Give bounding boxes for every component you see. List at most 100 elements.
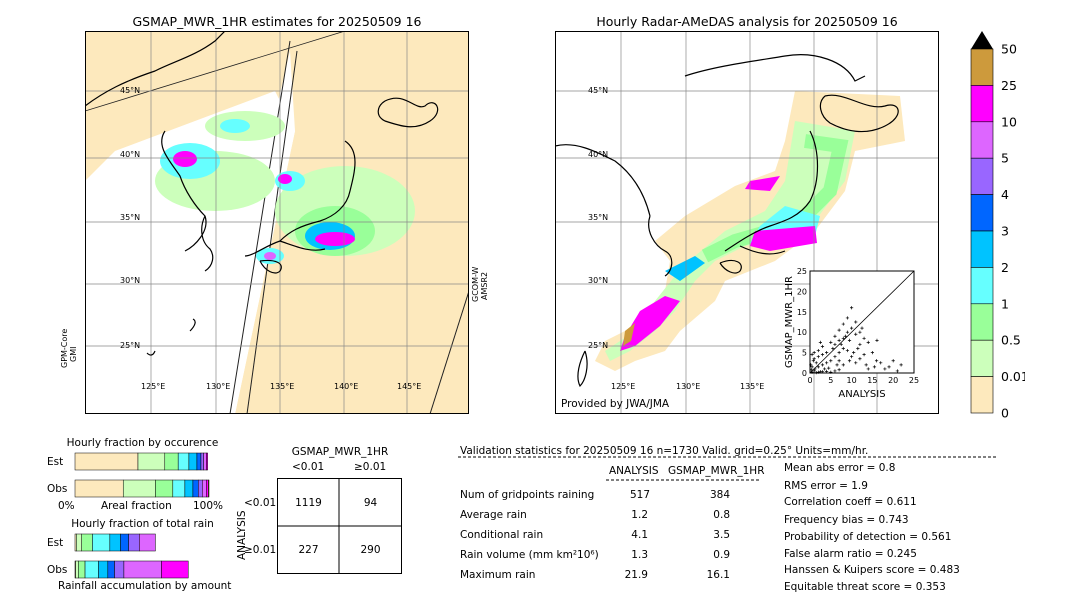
- right-lat-label-35: 35°N: [588, 213, 608, 222]
- scatter-point: [870, 351, 874, 355]
- scatter-point: [833, 342, 837, 347]
- scatter-point: [811, 359, 815, 363]
- colorbar-swatch: [970, 48, 994, 86]
- scatter-point: [810, 353, 814, 357]
- colorbar-swatch: [970, 121, 994, 159]
- right-map: 45°N 40°N 35°N 30°N 25°N 125°E 130°E 135…: [555, 31, 939, 414]
- stat-analysis-volume: 1.3: [631, 549, 648, 561]
- totalrain-bar-segment: [161, 560, 189, 579]
- scatter-point: [825, 351, 829, 355]
- contingency-cell-0-0: 1119: [295, 497, 322, 509]
- totalrain-est-label: Est: [47, 537, 64, 549]
- validation-col-gsmap: GSMAP_MWR_1HR: [668, 465, 765, 477]
- scatter-point: [866, 340, 870, 344]
- occurrence-bar-segment: [196, 452, 202, 471]
- scatter-point: [879, 361, 883, 365]
- left-lon-label-125: 125°E: [141, 382, 165, 391]
- contingency-row-label-0: <0.01: [244, 497, 277, 509]
- occurrence-bar-segment: [188, 452, 198, 471]
- right-map-title: Hourly Radar-AMeDAS analysis for 2025050…: [596, 14, 898, 29]
- colorbar-swatch: [970, 267, 994, 305]
- stat-label-volume: Rain volume (mm km²10⁶): [460, 549, 599, 561]
- scatter-point: [837, 338, 841, 342]
- colorbar-swatch: [970, 194, 994, 232]
- contingency-col-label-0: <0.01: [292, 461, 325, 473]
- scatter-point: [813, 367, 817, 371]
- totalrain-bar-segment: [78, 560, 86, 579]
- stat-analysis-conditional: 4.1: [631, 529, 648, 541]
- score-mae: Mean abs error = 0.8: [784, 462, 896, 474]
- totalrain-bar-segment: [114, 560, 125, 579]
- validation-divider: [458, 456, 996, 458]
- occurrence-bar-segment: [202, 479, 207, 498]
- colorbar-swatch: [970, 303, 994, 341]
- totalrain-bar-segment: [76, 533, 82, 552]
- scatter-point: [816, 370, 820, 374]
- stat-gsmap-average: 0.8: [713, 509, 730, 521]
- scatter-point: [814, 361, 818, 365]
- left-lat-label-25: 25°N: [120, 341, 140, 350]
- scatter-ytick: 0: [802, 369, 807, 378]
- scatter-point: [852, 351, 856, 355]
- score-correlation: Correlation coeff = 0.611: [784, 496, 917, 508]
- scatter-point: [839, 342, 843, 347]
- scatter-point: [858, 342, 862, 347]
- occurrence-bar-segment: [206, 452, 208, 471]
- scatter-points: [809, 306, 903, 375]
- left-graticule: [85, 31, 469, 414]
- scatter-point: [850, 355, 854, 359]
- occurrence-bar-segment: [172, 479, 186, 498]
- scatter-ytick: 5: [802, 349, 807, 358]
- stat-label-conditional: Conditional rain: [460, 529, 544, 541]
- scatter-inset: 0 5 10 15 20 25 0 5 10 15 20 25 ANALYSIS GSMAP_MWR…: [784, 267, 919, 400]
- left-coastlines: [85, 31, 439, 356]
- occurrence-bar-segment: [74, 452, 139, 471]
- scatter-point: [850, 306, 854, 310]
- scatter-point: [862, 353, 866, 357]
- colorbar-label: 10: [1001, 114, 1017, 129]
- scatter-xtick: 25: [909, 376, 919, 385]
- occurrence-bar-segment: [137, 452, 166, 471]
- scatter-xtick: 10: [847, 376, 857, 385]
- contingency-title: GSMAP_MWR_1HR: [291, 446, 389, 458]
- scatter-point: [829, 359, 833, 363]
- right-lat-label-25: 25°N: [588, 341, 608, 350]
- totalrain-title: Hourly fraction of total rain: [71, 518, 214, 530]
- totalrain-bar-segment: [123, 560, 162, 579]
- totalrain-bar-segment: [98, 560, 109, 579]
- scatter-point: [809, 363, 813, 367]
- colorbar-swatch: [970, 339, 994, 377]
- stat-label-maximum: Maximum rain: [460, 569, 536, 581]
- occurrence-bar-segment: [192, 479, 199, 498]
- occurrence-bar-segment: [203, 452, 207, 471]
- scatter-point: [864, 363, 868, 367]
- left-rain-pattern: [155, 111, 415, 264]
- totalrain-bar-segment: [128, 533, 140, 552]
- scatter-point: [860, 326, 864, 330]
- left-lat-label-30: 30°N: [120, 276, 140, 285]
- totalrain-bar-segment: [75, 560, 79, 579]
- colorbar: 50 25 10 5 4 3 2 1 0.5 0.01 0: [970, 31, 1025, 418]
- stat-gsmap-volume: 0.9: [713, 549, 730, 561]
- scatter-xtick: 5: [828, 376, 833, 385]
- scatter-point: [829, 370, 833, 374]
- scatter-point: [822, 367, 827, 371]
- scatter-point: [820, 353, 825, 357]
- stat-label-average: Average rain: [460, 509, 527, 521]
- occurrence-obs-label: Obs: [47, 483, 68, 495]
- left-swath-label-gmi: GMI: [69, 346, 78, 362]
- stat-gsmap-conditional: 3.5: [713, 529, 730, 541]
- scatter-point: [895, 369, 899, 373]
- validation-header: Validation statistics for 20250509 16 n=…: [460, 445, 869, 457]
- scatter-point: [854, 361, 858, 365]
- right-lon-label-125: 125°E: [611, 382, 635, 391]
- colorbar-label: 25: [1001, 78, 1017, 93]
- scatter-point: [847, 359, 852, 363]
- scatter-point: [818, 340, 822, 344]
- totalrain-bar-segment: [84, 560, 99, 579]
- scatter-point: [841, 363, 845, 367]
- right-lat-label-30: 30°N: [588, 276, 608, 285]
- scatter-point: [843, 334, 847, 338]
- occurrence-bar-segment: [198, 479, 203, 498]
- scatter-point: [845, 348, 850, 353]
